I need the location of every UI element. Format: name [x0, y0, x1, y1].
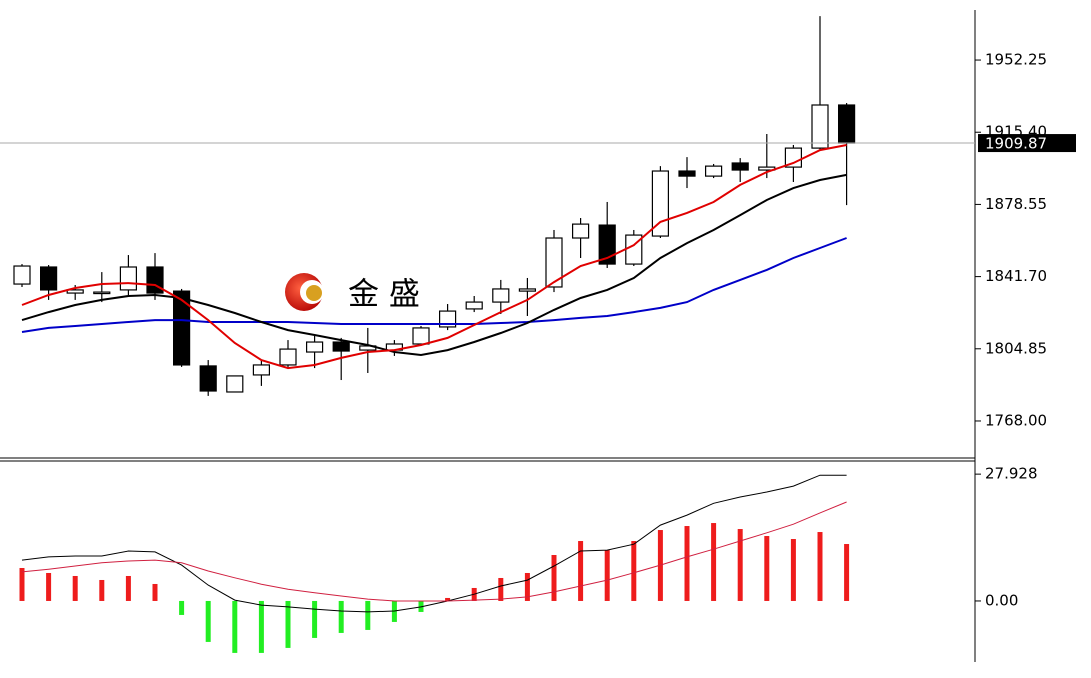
histogram-bar	[99, 579, 105, 601]
histogram-bar	[604, 550, 610, 601]
candle-body	[465, 301, 483, 310]
histogram-bar	[205, 600, 211, 642]
candle-body	[13, 265, 31, 285]
line	[21, 173, 847, 357]
watermark: 金 盛	[348, 277, 420, 313]
histogram-bar	[312, 600, 318, 638]
histogram-bar	[285, 600, 291, 648]
candle-body	[545, 237, 563, 288]
histogram-bar	[498, 577, 504, 601]
histogram-bar	[817, 532, 823, 601]
histogram-bar	[684, 526, 690, 601]
histogram-bar	[152, 583, 158, 601]
candle-body	[492, 288, 510, 303]
histogram-bar	[179, 600, 185, 615]
histogram-bar	[551, 555, 557, 601]
candle-body	[39, 266, 58, 291]
y-tick-label: 1841.70	[985, 267, 1047, 285]
last-price-box	[978, 134, 1076, 153]
line	[21, 144, 847, 370]
last-price-label: 1909.87	[985, 135, 1047, 153]
histogram-bar	[258, 600, 264, 653]
logo	[285, 273, 324, 311]
y-tick-label: 27.928	[985, 465, 1038, 483]
candle-body	[704, 165, 723, 177]
candle-body	[678, 170, 696, 177]
histogram-bar	[737, 529, 743, 601]
histogram-bar	[711, 523, 717, 601]
histogram-bar	[72, 575, 78, 601]
histogram-bar	[578, 541, 584, 601]
candle-body	[279, 348, 297, 366]
candle-body	[439, 310, 457, 328]
y-tick-label: 1878.55	[985, 195, 1047, 213]
y-tick-label: 1952.25	[985, 51, 1047, 69]
candle-body	[412, 327, 430, 345]
line	[21, 474, 847, 613]
candle-body	[119, 266, 138, 291]
candle-body	[332, 341, 350, 352]
histogram-bar	[844, 544, 850, 601]
y-tick-label: 1804.85	[985, 339, 1047, 357]
candle-body	[252, 364, 270, 376]
line	[21, 237, 847, 333]
histogram-bar	[46, 572, 52, 601]
candle-body	[518, 288, 537, 292]
candle-body	[93, 291, 111, 295]
line	[21, 501, 847, 602]
candle-body	[837, 104, 856, 144]
candle-body	[598, 224, 616, 265]
histogram-bar	[445, 597, 451, 601]
histogram-bar	[338, 600, 344, 633]
candle-body	[173, 290, 191, 366]
histogram-bar	[125, 575, 131, 601]
histogram-bar	[524, 572, 530, 601]
candle-body	[731, 162, 749, 171]
y-tick-label: 0.00	[985, 591, 1018, 609]
histogram-bar	[232, 600, 238, 653]
candle-body	[199, 365, 217, 392]
y-tick-label: 1768.00	[985, 411, 1047, 429]
candle-body	[784, 147, 803, 168]
histogram-bar	[764, 536, 770, 601]
candle-body	[226, 375, 244, 393]
histogram-bar	[790, 539, 796, 601]
histogram-bar	[19, 567, 25, 601]
candle-body	[571, 223, 590, 239]
histogram-bar	[365, 600, 371, 630]
candle-body	[66, 289, 84, 294]
histogram-bar	[631, 541, 637, 601]
candle-body	[306, 341, 324, 353]
candle-body	[811, 104, 829, 149]
